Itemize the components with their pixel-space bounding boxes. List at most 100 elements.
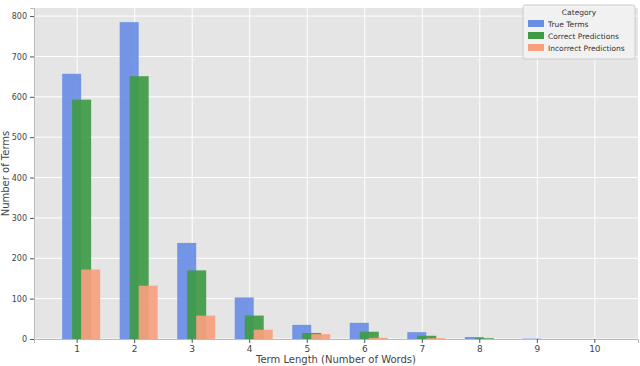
legend-item: Correct Predictions (528, 32, 619, 41)
bar (475, 338, 494, 339)
grid-line-x (364, 8, 365, 339)
x-tick-label: 7 (419, 344, 425, 354)
legend-swatch (528, 20, 544, 27)
y-tick: 600 (12, 93, 34, 102)
x-tick-mark (192, 339, 193, 343)
x-tick: 1 (74, 339, 80, 354)
grid-line-x (479, 8, 480, 339)
bar (580, 339, 599, 340)
y-tick-mark (30, 16, 34, 17)
x-tick-label: 1 (74, 344, 80, 354)
legend-box (523, 5, 635, 59)
x-tick-mark (249, 339, 250, 343)
bar (590, 339, 609, 340)
legend-label: Incorrect Predictions (548, 44, 625, 53)
bar (139, 286, 158, 339)
legend-label: Correct Predictions (548, 32, 619, 41)
x-tick-mark (594, 339, 595, 343)
bar-series (81, 270, 445, 339)
y-tick: 700 (12, 52, 34, 61)
y-tick-label: 0 (22, 335, 27, 344)
x-tick-mark (307, 339, 308, 343)
bar (81, 270, 100, 339)
y-tick-mark (30, 339, 34, 340)
y-tick-mark (30, 178, 34, 179)
bar (254, 330, 273, 339)
legend: Category True Terms Correct Predictions Inc… (523, 5, 635, 59)
legend-title: Category (562, 8, 597, 17)
x-axis-title: Term Length (Number of Words) (255, 354, 416, 365)
bar (541, 339, 560, 340)
y-tick-label: 100 (12, 295, 27, 304)
x-tick-label: 5 (304, 344, 310, 354)
y-tick-mark (30, 258, 34, 259)
x-tick-mark (422, 339, 423, 343)
bar-series (72, 76, 494, 339)
x-tick-mark (134, 339, 135, 343)
bar (532, 339, 551, 340)
chart: 123456789100100200300400500600700800Term… (0, 0, 640, 366)
y-tick-label: 500 (12, 133, 27, 142)
legend-swatch (528, 44, 544, 51)
x-tick: 9 (534, 339, 540, 354)
legend-item: Incorrect Predictions (528, 44, 625, 53)
y-tick: 400 (12, 174, 34, 183)
grid-line-x (249, 8, 250, 339)
y-tick: 800 (12, 12, 34, 21)
y-tick: 500 (12, 133, 34, 142)
y-tick-mark (30, 218, 34, 219)
bar (369, 338, 388, 339)
bar-series (62, 22, 541, 339)
plot: 123456789100100200300400500600700800 (12, 8, 639, 354)
y-tick-label: 400 (12, 174, 27, 183)
y-tick: 200 (12, 254, 34, 263)
bar (484, 339, 503, 340)
bar (196, 316, 215, 339)
x-tick-mark (364, 339, 365, 343)
y-tick-label: 200 (12, 254, 27, 263)
legend-item: True Terms (528, 20, 588, 29)
x-tick: 4 (247, 339, 253, 354)
bars (62, 22, 541, 339)
x-tick-label: 8 (477, 344, 483, 354)
legend-swatch (528, 32, 544, 39)
x-tick-mark (479, 339, 480, 343)
bar (599, 339, 618, 340)
y-tick-label: 300 (12, 214, 27, 223)
x-tick: 3 (189, 339, 195, 354)
x-tick-mark (537, 339, 538, 343)
legend-label: True Terms (547, 20, 588, 29)
x-tick: 6 (362, 339, 368, 354)
x-tick: 8 (477, 339, 483, 354)
y-tick: 100 (12, 295, 34, 304)
y-tick-mark (30, 137, 34, 138)
y-axis: 0 100 200 300 400 500 600 700 800 (12, 9, 35, 345)
x-tick-label: 9 (534, 344, 540, 354)
x-tick-label: 2 (132, 344, 138, 354)
x-axis-line (35, 340, 639, 344)
y-axis-title: Number of Terms (0, 131, 11, 217)
y-tick: 300 (12, 214, 34, 223)
x-tick: 7 (419, 339, 425, 354)
y-tick-label: 700 (12, 52, 27, 61)
y-tick-mark (30, 299, 34, 300)
y-tick-mark (30, 56, 34, 57)
x-tick-label: 3 (189, 344, 195, 354)
x-tick: 10 (589, 339, 601, 354)
bar (311, 334, 330, 339)
bar (522, 338, 541, 339)
y-tick-label: 800 (12, 12, 27, 21)
y-tick: 0 (22, 335, 34, 344)
x-tick-label: 6 (362, 344, 368, 354)
bar (426, 338, 445, 339)
x-tick: 2 (132, 339, 138, 354)
y-axis-line (30, 9, 35, 340)
grid-line-x (307, 8, 308, 339)
x-axis: 1 2 3 4 5 6 7 8 9 10 (35, 339, 639, 354)
x-tick-mark (77, 339, 78, 343)
y-tick-mark (30, 97, 34, 98)
x-tick: 5 (304, 339, 310, 354)
x-tick-label: 10 (589, 344, 601, 354)
y-tick-label: 600 (12, 93, 27, 102)
x-tick-label: 4 (247, 344, 253, 354)
